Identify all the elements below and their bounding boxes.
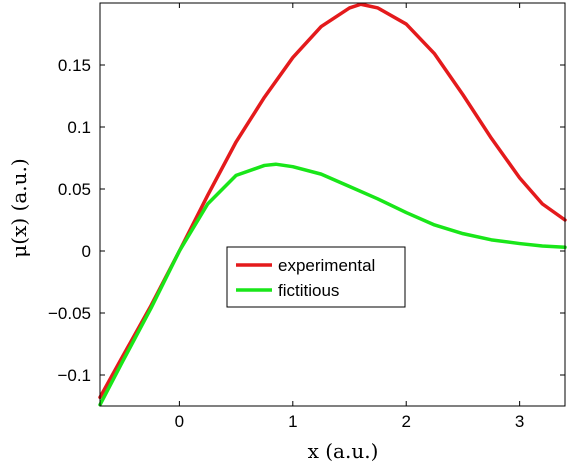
legend-label-experimental: experimental bbox=[278, 256, 375, 275]
x-tick-label: 1 bbox=[288, 412, 297, 431]
y-tick-label: 0 bbox=[82, 242, 91, 261]
y-tick-label: −0.05 bbox=[48, 304, 91, 323]
x-tick-label: 3 bbox=[515, 412, 524, 431]
series-layer bbox=[98, 2, 567, 407]
series-line-fictitious bbox=[98, 162, 567, 407]
legend: experimental fictitious bbox=[226, 246, 406, 308]
y-tick-label: −0.1 bbox=[57, 366, 91, 385]
y-axis-label: μ(x) (a.u.) bbox=[7, 158, 31, 257]
y-tick-label: 0.1 bbox=[67, 118, 91, 137]
x-tick-label: 2 bbox=[401, 412, 410, 431]
plot-area bbox=[100, 3, 565, 406]
x-tick-label: 0 bbox=[175, 412, 184, 431]
y-tick-label: 0.05 bbox=[58, 180, 91, 199]
plot-frame bbox=[99, 2, 566, 407]
tick-layer: 0 1 2 3 −0.1 −0.05 0 0.05 0.1 0.15 bbox=[48, 3, 565, 431]
legend-box bbox=[226, 246, 406, 308]
y-tick-label: 0.15 bbox=[58, 56, 91, 75]
legend-label-fictitious: fictitious bbox=[278, 281, 339, 300]
x-axis-label: x (a.u.) bbox=[308, 439, 379, 463]
